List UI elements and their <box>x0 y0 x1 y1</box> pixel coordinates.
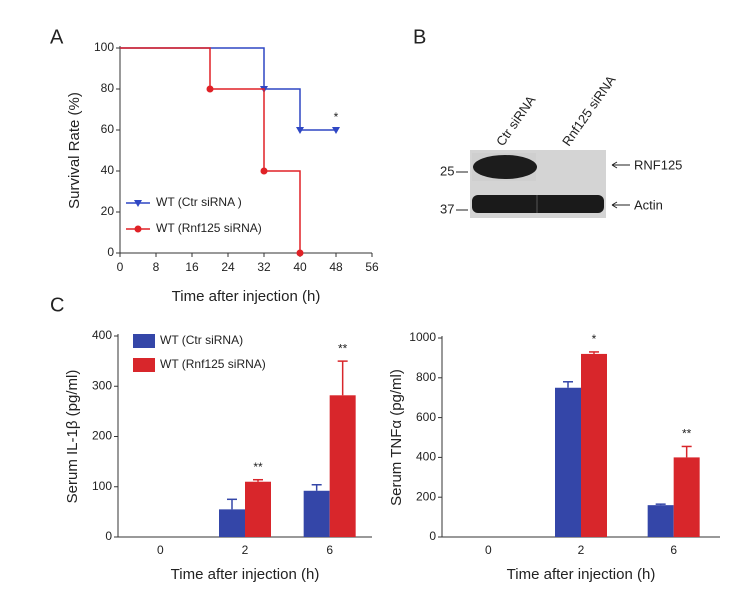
error-bar <box>253 478 263 482</box>
marker <box>206 85 214 93</box>
error-bar <box>655 503 666 506</box>
legend-label: WT (Rnf125 siRNA) <box>156 221 262 235</box>
y-axis-title: Serum IL-1β (pg/ml) <box>64 370 81 504</box>
error-bar <box>311 483 322 491</box>
x-tick-label: 48 <box>329 260 343 274</box>
y-tick-label: 60 <box>101 122 115 136</box>
y-tick-label: 400 <box>416 450 436 464</box>
marker <box>296 249 304 257</box>
x-tick-label: 2 <box>578 543 585 557</box>
y-axis-title: Survival Rate (%) <box>66 92 83 209</box>
band-label: RNF125 <box>634 157 682 172</box>
annotation: ** <box>253 460 263 474</box>
x-tick-label: 0 <box>485 543 492 557</box>
x-tick-label: 16 <box>185 260 199 274</box>
panel-label: C <box>50 294 64 316</box>
x-tick-label: 56 <box>365 260 379 274</box>
y-axis-title: Serum TNFα (pg/ml) <box>388 369 405 506</box>
y-tick-label: 0 <box>107 245 114 259</box>
y-tick-label: 20 <box>101 204 115 218</box>
y-tick-label: 100 <box>94 40 114 54</box>
error-bar <box>337 360 348 396</box>
y-tick-label: 200 <box>416 489 436 503</box>
survival-line <box>120 47 301 253</box>
annotation: * <box>592 332 597 346</box>
x-axis-title: Time after injection (h) <box>171 566 320 583</box>
marker <box>134 200 142 207</box>
y-tick-label: 100 <box>92 479 112 493</box>
annotation: ** <box>682 427 692 441</box>
survival-line <box>120 47 336 131</box>
panel-label: B <box>413 26 426 48</box>
blot-band <box>473 155 537 179</box>
x-tick-label: 0 <box>157 543 164 557</box>
y-tick-label: 40 <box>101 163 115 177</box>
legend-label: WT (Rnf125 siRNA) <box>160 357 266 371</box>
bar <box>647 505 674 537</box>
marker <box>296 127 304 134</box>
y-tick-label: 400 <box>92 328 112 342</box>
marker-label: 37 <box>440 201 454 216</box>
x-tick-label: 40 <box>293 260 307 274</box>
x-tick-label: 6 <box>670 543 677 557</box>
bar <box>219 509 245 537</box>
bar <box>303 490 330 537</box>
legend-label: WT (Ctr siRNA) <box>160 333 243 347</box>
x-tick-label: 6 <box>326 543 333 557</box>
bar <box>329 395 356 537</box>
y-tick-label: 1000 <box>409 330 436 344</box>
y-tick-label: 80 <box>101 81 115 95</box>
y-tick-label: 200 <box>92 429 112 443</box>
x-tick-label: 2 <box>242 543 249 557</box>
error-bar <box>681 445 692 458</box>
western-blot: Ctr siRNA Rnf125 siRNA 25 37 RNF125 Acti… <box>440 72 682 218</box>
x-axis-title: Time after injection (h) <box>172 288 321 305</box>
error-bar <box>563 381 573 388</box>
y-tick-label: 0 <box>429 529 436 543</box>
bar <box>555 387 581 537</box>
annotation: ** <box>338 341 348 355</box>
blot-band <box>472 195 604 213</box>
x-axis-title: Time after injection (h) <box>507 566 656 583</box>
error-bar <box>589 351 599 354</box>
y-tick-label: 600 <box>416 410 436 424</box>
bar <box>673 457 700 537</box>
legend-swatch <box>133 334 155 348</box>
x-tick-label: 8 <box>153 260 160 274</box>
arrow <box>611 161 630 169</box>
y-tick-label: 0 <box>105 529 112 543</box>
error-bar <box>227 498 237 510</box>
arrow <box>611 201 630 209</box>
x-tick-label: 0 <box>117 260 124 274</box>
y-tick-label: 800 <box>416 370 436 384</box>
legend-swatch <box>133 358 155 372</box>
x-tick-label: 24 <box>221 260 235 274</box>
lane-label: Rnf125 siRNA <box>559 72 619 148</box>
panel-label: A <box>50 26 64 48</box>
band-label: Actin <box>634 197 663 212</box>
marker <box>260 167 268 175</box>
marker-label: 25 <box>440 163 454 178</box>
annotation: * <box>334 110 339 124</box>
lane-label: Ctr siRNA <box>493 92 539 148</box>
marker <box>134 225 142 233</box>
x-tick-label: 32 <box>257 260 271 274</box>
bar <box>245 481 271 537</box>
legend-label: WT (Ctr siRNA ) <box>156 195 242 209</box>
marker <box>332 127 340 134</box>
y-tick-label: 300 <box>92 378 112 392</box>
bar <box>581 353 607 537</box>
